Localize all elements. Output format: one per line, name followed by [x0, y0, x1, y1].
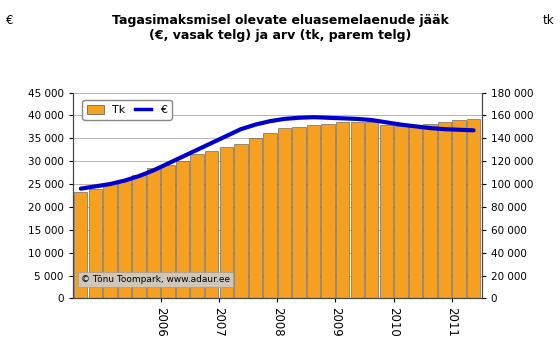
Bar [190, 154, 204, 298]
Text: tk: tk [543, 14, 554, 27]
Legend: Tk, €: Tk, € [82, 100, 171, 120]
Bar [234, 144, 248, 298]
Bar [321, 124, 335, 298]
Bar [380, 125, 393, 298]
Bar [438, 122, 451, 298]
Bar [74, 192, 87, 298]
Bar [263, 133, 277, 298]
Bar [205, 151, 218, 298]
Bar [365, 122, 379, 298]
Bar [452, 120, 466, 298]
Bar [351, 122, 364, 298]
Bar [132, 175, 146, 298]
Bar [249, 138, 262, 298]
Bar [118, 179, 131, 298]
Bar [307, 125, 320, 298]
Bar [176, 161, 189, 298]
Bar [423, 124, 437, 298]
Text: €: € [6, 14, 13, 27]
Text: © Tõnu Toompark, www.adaur.ee: © Tõnu Toompark, www.adaur.ee [81, 275, 230, 284]
Bar [292, 127, 306, 298]
Bar [147, 168, 160, 298]
Text: Tagasimaksmisel olevate eluasemelaenude jääk
(€, vasak telg) ja arv (tk, parem t: Tagasimaksmisel olevate eluasemelaenude … [111, 14, 449, 42]
Bar [88, 189, 102, 298]
Bar [394, 126, 408, 298]
Bar [103, 183, 116, 298]
Bar [278, 128, 291, 298]
Bar [409, 125, 422, 298]
Bar [220, 147, 233, 298]
Bar [467, 119, 480, 298]
Bar [161, 165, 175, 298]
Bar [336, 122, 349, 298]
